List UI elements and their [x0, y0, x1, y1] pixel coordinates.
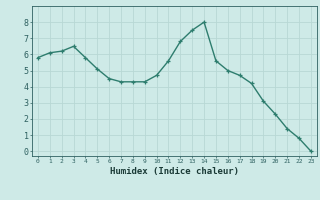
X-axis label: Humidex (Indice chaleur): Humidex (Indice chaleur)	[110, 167, 239, 176]
